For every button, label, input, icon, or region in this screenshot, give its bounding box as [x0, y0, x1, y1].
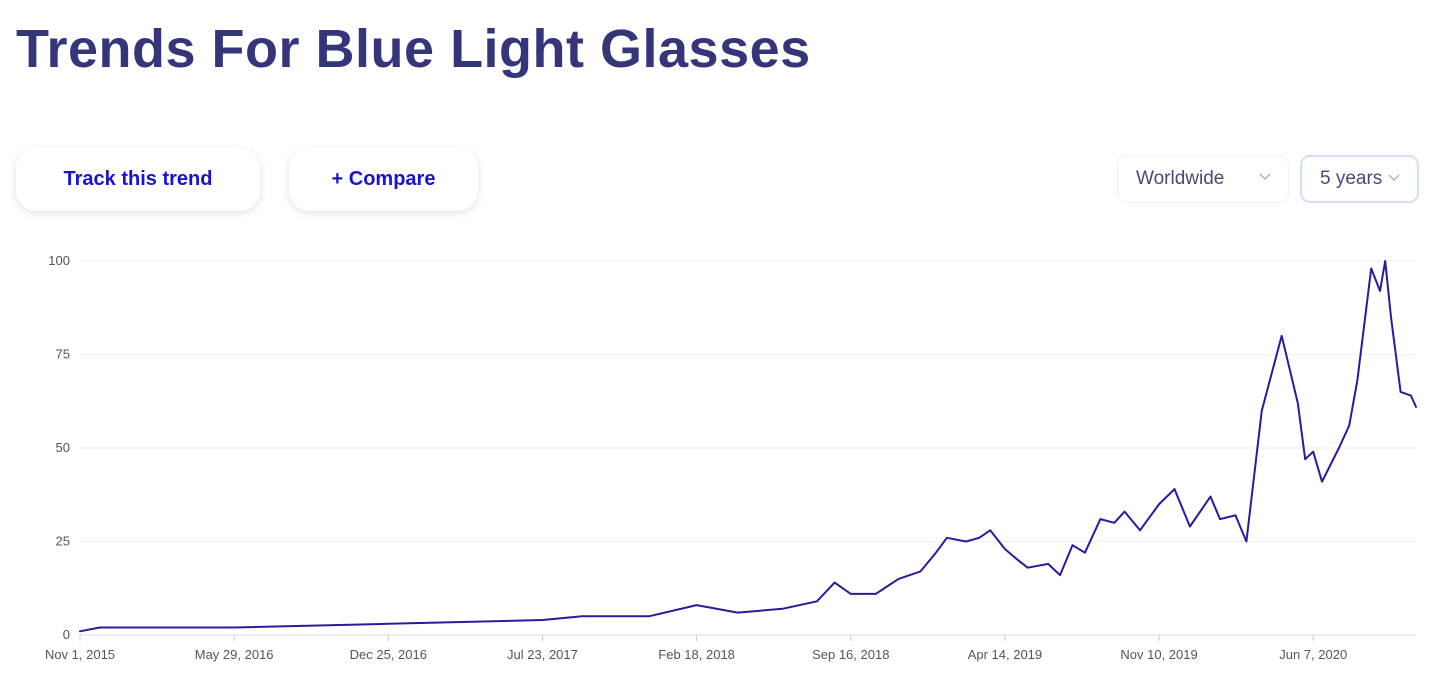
- compare-button[interactable]: + Compare: [289, 148, 478, 211]
- x-tick-label: Jul 23, 2017: [507, 647, 578, 662]
- y-tick-label: 50: [56, 440, 70, 455]
- y-tick-label: 25: [56, 534, 70, 549]
- y-tick-label: 0: [63, 627, 70, 642]
- y-tick-label: 100: [48, 253, 70, 268]
- chevron: [1388, 174, 1400, 181]
- x-tick-label: Dec 25, 2016: [350, 647, 427, 662]
- x-tick-label: Apr 14, 2019: [968, 647, 1042, 662]
- trend-line: [79, 260, 1417, 633]
- range-dropdown[interactable]: 5 years: [1300, 155, 1419, 203]
- range-label: 5 years: [1320, 168, 1383, 189]
- x-tick-label: Nov 10, 2019: [1120, 647, 1197, 662]
- y-tick-label: 75: [56, 347, 70, 362]
- x-tick-label: Feb 18, 2018: [658, 647, 735, 662]
- track-button[interactable]: Track this trend: [16, 148, 260, 211]
- x-tick-label: Jun 7, 2020: [1279, 647, 1347, 662]
- x-tick-label: Nov 1, 2015: [45, 647, 115, 662]
- region-label: Worldwide: [1136, 168, 1225, 189]
- x-tick-label: Sep 16, 2018: [812, 647, 889, 662]
- region-dropdown[interactable]: Worldwide: [1117, 155, 1289, 203]
- chevron: [1259, 173, 1271, 180]
- x-tick-label: May 29, 2016: [195, 647, 274, 662]
- page-title: Trends For Blue Light Glasses: [16, 19, 811, 79]
